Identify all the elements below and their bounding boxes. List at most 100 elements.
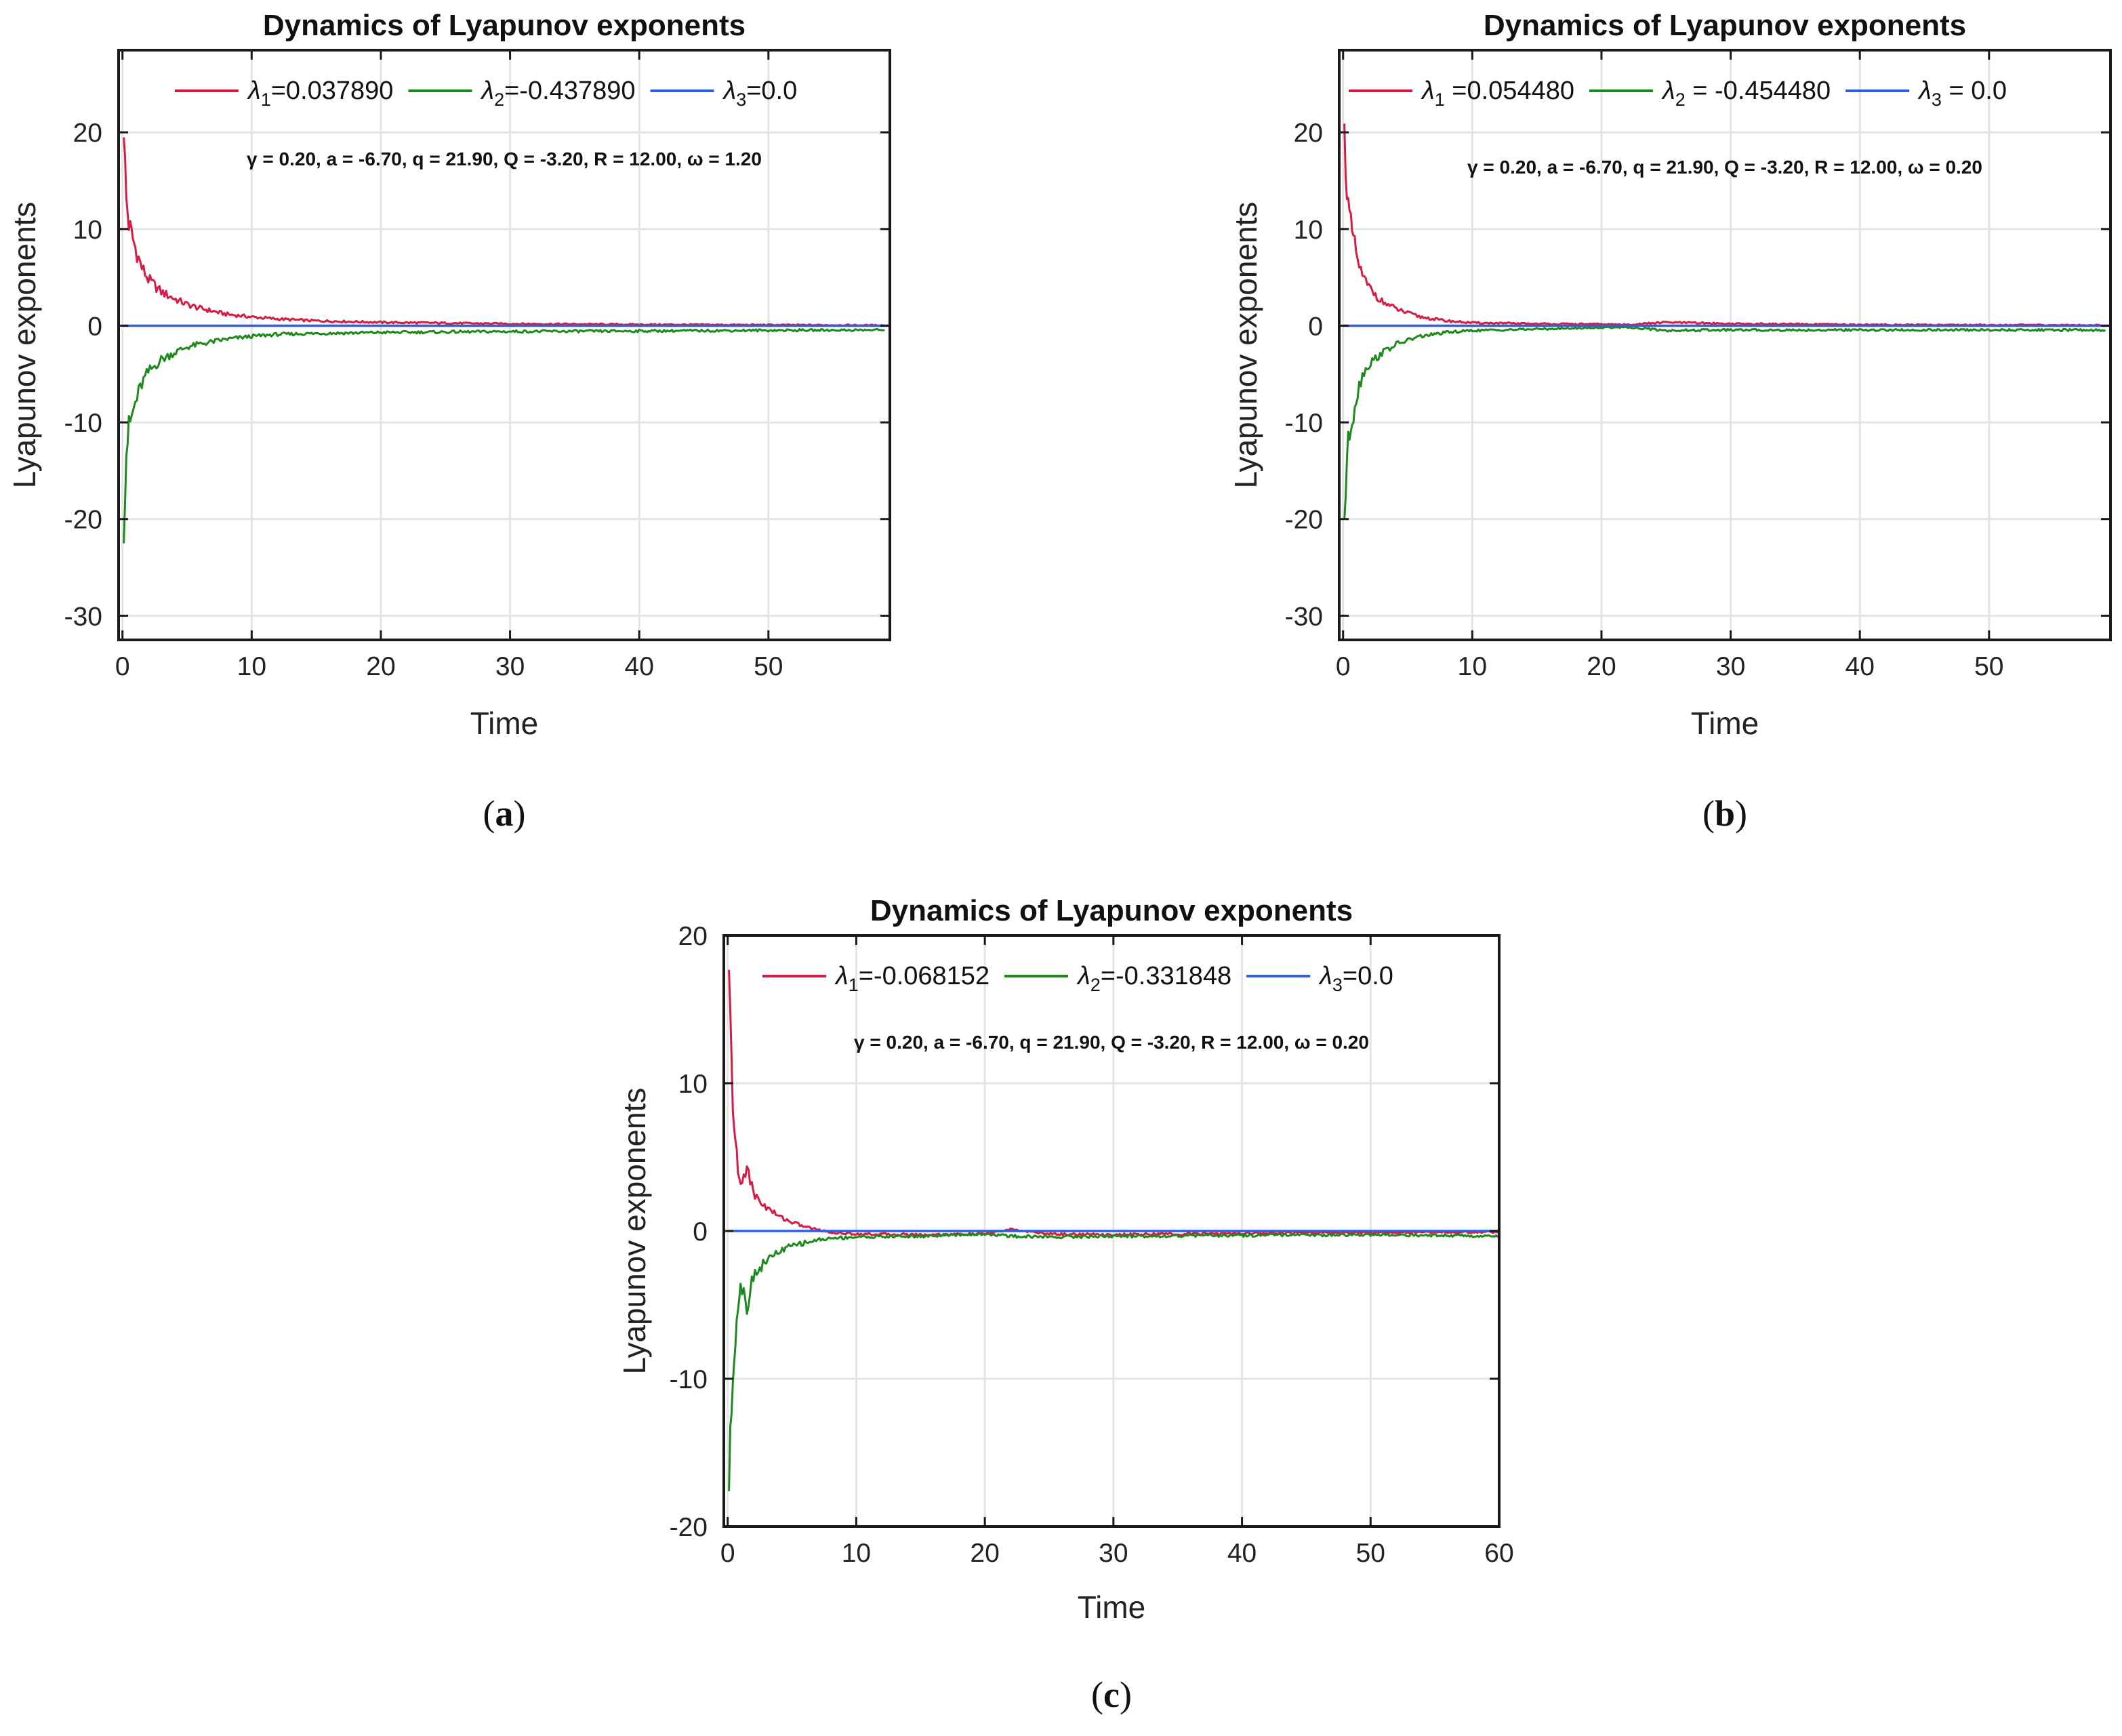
legend-item-lambda2: λ2 = -0.454480	[1589, 77, 1831, 110]
series-line-lambda2	[1343, 325, 2106, 520]
x-tick-label: 20	[970, 1539, 999, 1568]
legend-symbol: λ	[722, 77, 737, 105]
legend-label: λ2=-0.437890	[480, 77, 635, 110]
y-tick-label: 0	[87, 312, 102, 341]
legend-label: λ1 =0.054480	[1421, 77, 1574, 110]
legend-label: λ3=0.0	[722, 77, 798, 110]
panel-caption-letter: b	[1715, 793, 1735, 834]
y-tick-label: 10	[678, 1070, 708, 1099]
x-tick-label: 0	[720, 1539, 735, 1568]
x-tick-label: 40	[1227, 1539, 1257, 1568]
chart-title: Dynamics of Lyapunov exponents	[263, 9, 746, 42]
legend-item-lambda1: λ1=-0.068152	[762, 962, 989, 995]
axes-frame	[117, 49, 891, 641]
legend-subscript: 1	[1435, 89, 1445, 110]
plot-area	[1339, 50, 2110, 640]
panel-b: 0 10 20 30 40 50 -30 -20 -10 0 10 20 Dynamics of Lya…	[1228, 9, 2112, 834]
legend-value: =-0.437890	[504, 77, 635, 105]
panel-a: 0 10 20 30 40 50 -30 -20 -10 0 10 20 Dynamics of Lya…	[7, 9, 891, 834]
y-tick-label: 20	[678, 922, 708, 951]
x-tick-label: 20	[366, 652, 395, 681]
legend-subscript: 3	[1332, 975, 1343, 995]
y-tick-label: 20	[73, 119, 102, 148]
legend-subscript: 3	[1932, 89, 1942, 110]
legend-label: λ1=-0.068152	[834, 962, 989, 995]
chart-title: Dynamics of Lyapunov exponents	[870, 894, 1353, 927]
legend-symbol: λ	[247, 77, 261, 105]
legend-value: =0.0	[1343, 962, 1393, 990]
y-tick-label: -30	[64, 602, 102, 631]
legend-subscript: 1	[261, 89, 271, 110]
x-tick-label: 0	[1336, 652, 1351, 681]
x-axis-label: Time	[1691, 706, 1759, 741]
legend: λ1=-0.068152 λ2=-0.331848 λ3=0.0	[762, 962, 1393, 995]
legend-value: = -0.454480	[1686, 77, 1831, 105]
series-group	[122, 137, 890, 544]
x-tick-label: 60	[1484, 1539, 1513, 1568]
plot-area	[119, 50, 890, 640]
legend-value: =-0.331848	[1101, 962, 1231, 990]
x-axis-label: Time	[1078, 1590, 1146, 1625]
y-tick-label: 20	[1294, 119, 1323, 148]
x-tick-label: 20	[1587, 652, 1616, 681]
legend: λ1 =0.054480 λ2 = -0.454480 λ3 = 0.0	[1349, 77, 2007, 110]
legend-symbol: λ	[1076, 962, 1090, 990]
legend-symbol: λ	[1661, 77, 1675, 105]
y-tick-label: -10	[670, 1365, 708, 1394]
x-tick-label: 40	[1845, 652, 1875, 681]
legend-item-lambda1: λ1=0.037890	[175, 77, 393, 110]
parameter-annotation: γ = 0.20, a = -6.70, q = 21.90, Q = -3.2…	[854, 1032, 1369, 1053]
panel-caption: (b)	[1702, 793, 1747, 834]
legend-label: λ3=0.0	[1318, 962, 1393, 995]
legend-subscript: 2	[1675, 89, 1686, 110]
series-group	[727, 969, 1499, 1491]
x-tick-label: 0	[115, 652, 130, 681]
legend-label: λ2=-0.331848	[1076, 962, 1231, 995]
legend-item-lambda3: λ3=0.0	[1246, 962, 1393, 995]
y-tick-label: -20	[1285, 506, 1323, 535]
y-axis-label: Lyapunov exponents	[1228, 202, 1263, 489]
axes-frame	[1338, 49, 2112, 641]
x-tick-label: 10	[237, 652, 266, 681]
y-tick-label: -10	[1285, 409, 1323, 438]
legend-symbol: λ	[1917, 77, 1932, 105]
legend-value: =0.0	[746, 77, 797, 105]
panel-c: 0 10 20 30 40 50 60 -20 -10 0 10 20 Dynamics of Lyap…	[617, 894, 1514, 1715]
x-tick-label: 40	[625, 652, 654, 681]
x-tick-label: 10	[842, 1539, 871, 1568]
parameter-annotation: γ = 0.20, a = -6.70, q = 21.90, Q = -3.2…	[247, 148, 762, 169]
chart-title: Dynamics of Lyapunov exponents	[1484, 9, 1966, 42]
y-axis-label: Lyapunov exponents	[7, 202, 42, 489]
legend-item-lambda3: λ3=0.0	[650, 77, 798, 110]
series-line-lambda2	[728, 1232, 1499, 1491]
panel-caption-letter: c	[1103, 1674, 1120, 1715]
y-tick-label: 10	[73, 216, 102, 245]
x-tick-label: 30	[1099, 1539, 1128, 1568]
legend-item-lambda3: λ3 = 0.0	[1845, 77, 2007, 110]
y-tick-label: -20	[64, 506, 102, 535]
legend-item-lambda1: λ1 =0.054480	[1349, 77, 1574, 110]
y-tick-label: 10	[1294, 216, 1323, 245]
x-tick-label: 50	[1356, 1539, 1385, 1568]
x-axis-label: Time	[470, 706, 539, 741]
legend-symbol: λ	[1318, 962, 1332, 990]
y-tick-label: -10	[64, 409, 102, 438]
panel-caption-letter: a	[495, 793, 514, 834]
y-tick-label: -20	[670, 1513, 708, 1542]
legend-label: λ3 = 0.0	[1917, 77, 2007, 110]
parameter-annotation: γ = 0.20, a = -6.70, q = 21.90, Q = -3.2…	[1467, 157, 1982, 178]
legend-subscript: 2	[1090, 975, 1101, 995]
legend-value: =0.037890	[271, 77, 394, 105]
legend-symbol: λ	[834, 962, 849, 990]
legend-item-lambda2: λ2=-0.437890	[408, 77, 636, 110]
legend-subscript: 1	[849, 975, 859, 995]
legend-label: λ1=0.037890	[247, 77, 393, 110]
legend-subscript: 3	[736, 89, 746, 110]
legend-symbol: λ	[1421, 77, 1435, 105]
x-tick-label: 50	[1974, 652, 2003, 681]
series-line-lambda2	[123, 327, 885, 544]
y-axis-label: Lyapunov exponents	[617, 1088, 652, 1375]
legend-value: =-0.068152	[859, 962, 989, 990]
legend-item-lambda2: λ2=-0.331848	[1004, 962, 1231, 995]
